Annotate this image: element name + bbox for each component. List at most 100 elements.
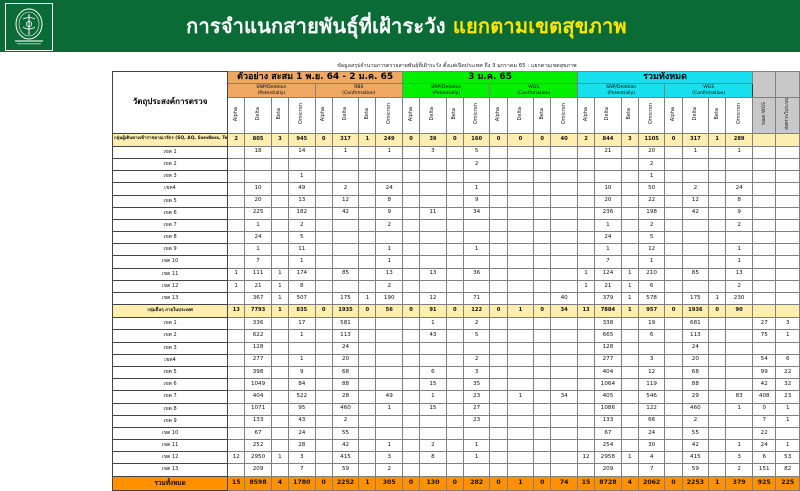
data-cell: 6 — [419, 365, 447, 380]
data-cell — [462, 463, 491, 477]
data-cell — [550, 231, 579, 245]
data-cell — [489, 145, 508, 159]
data-cell — [533, 341, 552, 355]
data-cell: 5 — [462, 145, 491, 159]
data-cell — [489, 243, 508, 257]
method-all-snp: SNP/Deletion (Potentially) — [577, 83, 666, 98]
method-band-row: SNP/Deletion (Potentially) RBS (Confirma… — [113, 83, 800, 98]
data-cell — [402, 353, 421, 367]
zone-label: เขต 6 — [111, 378, 229, 392]
data-cell — [489, 353, 508, 367]
data-cell: 113 — [331, 329, 360, 343]
data-cell — [708, 267, 727, 281]
data-cell — [775, 182, 800, 196]
data-cell: 2 — [375, 218, 404, 233]
table-row: เขต 3 128 24 128 24 — [111, 341, 800, 355]
data-cell — [533, 170, 552, 184]
table-row: เขต4 10 49 2 24 1 10 50 2 24 — [111, 182, 800, 196]
data-cell: 12 — [637, 243, 666, 257]
data-cell: 9 — [287, 365, 316, 380]
data-cell — [708, 414, 727, 428]
data-cell — [358, 206, 377, 220]
variant-header-omicron: Omicron — [550, 97, 579, 134]
zone-label: เขต 2 — [111, 329, 229, 343]
data-cell: 1 — [287, 170, 316, 184]
data-cell — [681, 170, 710, 184]
zone-label: เขต 1 — [111, 317, 229, 331]
data-cell: 0 — [445, 304, 464, 319]
data-cell: 1 — [775, 329, 800, 343]
data-cell — [445, 231, 464, 245]
data-cell — [375, 414, 404, 428]
data-cell: 198 — [637, 206, 666, 220]
page-title: การจำแนกสายพันธุ์ที่เฝ้าระวัง แยกตามเขตส… — [53, 10, 760, 42]
data-cell: 2 — [287, 218, 316, 233]
data-cell: 12 — [681, 194, 710, 208]
data-cell: 3 — [775, 317, 800, 331]
data-cell: 665 — [594, 329, 622, 343]
data-cell — [550, 451, 579, 465]
table-row: เขต 1 336 17 581 1 2 338 19 681 27 3 — [111, 317, 800, 331]
data-cell: 1 — [375, 439, 404, 453]
data-cell: 8 — [287, 279, 316, 294]
data-cell — [445, 426, 464, 441]
grand-total-label: รวมทั้งหมด — [111, 475, 229, 491]
data-cell — [752, 341, 777, 355]
data-cell — [550, 279, 579, 294]
data-cell: 24 — [287, 426, 316, 441]
data-cell — [620, 414, 639, 428]
data-cell — [681, 218, 710, 233]
data-cell — [708, 182, 727, 196]
data-cell: 17 — [287, 317, 316, 331]
data-cell: 225 — [244, 206, 272, 220]
data-cell — [725, 378, 754, 392]
data-cell: 1 — [577, 267, 596, 281]
data-cell: 12 — [419, 292, 447, 306]
data-cell — [270, 402, 289, 416]
data-cell — [577, 231, 596, 245]
data-cell: 507 — [287, 292, 316, 306]
data-cell — [402, 378, 421, 392]
data-cell: 1 — [775, 414, 800, 428]
extra-col-label: รอผล WGS — [761, 102, 767, 126]
zone-label: เขต 3 — [111, 341, 229, 355]
data-cell — [227, 353, 246, 367]
data-cell: 1 — [375, 402, 404, 416]
data-cell — [577, 414, 596, 428]
data-cell: 83 — [725, 390, 754, 404]
variant-header-label: Beta — [538, 108, 545, 120]
data-cell — [594, 157, 622, 172]
data-cell: 0 — [489, 475, 508, 491]
data-cell: 8728 — [594, 475, 622, 491]
data-cell — [462, 279, 491, 294]
data-cell: 27 — [752, 317, 777, 331]
data-cell — [533, 426, 552, 441]
data-cell: 1 — [594, 218, 622, 233]
data-cell — [489, 402, 508, 416]
data-cell: 3 — [637, 353, 666, 367]
data-cell — [664, 329, 683, 343]
data-cell: 2 — [681, 182, 710, 196]
variant-header-delta: Delta — [681, 97, 710, 134]
data-cell — [708, 145, 727, 159]
data-cell — [227, 218, 246, 233]
data-cell: 317 — [331, 132, 360, 147]
data-cell — [462, 231, 491, 245]
data-cell — [775, 426, 800, 441]
data-cell — [533, 206, 552, 220]
section-label-domestic: กลุ่มอื่นๆ ภายในประเทศ — [111, 304, 229, 319]
data-cell — [227, 317, 246, 331]
data-cell — [419, 157, 447, 172]
zone-label: เขต 9 — [111, 414, 229, 428]
data-cell: 24 — [594, 231, 622, 245]
method-day-wgs: WGS (Confirmation) — [489, 83, 579, 98]
data-cell: 1 — [419, 317, 447, 331]
data-cell — [270, 390, 289, 404]
data-cell — [577, 206, 596, 220]
data-cell — [314, 231, 333, 245]
data-cell — [244, 157, 272, 172]
data-cell — [270, 365, 289, 380]
data-cell — [725, 426, 754, 441]
data-cell: 13 — [725, 267, 754, 281]
data-cell — [270, 353, 289, 367]
